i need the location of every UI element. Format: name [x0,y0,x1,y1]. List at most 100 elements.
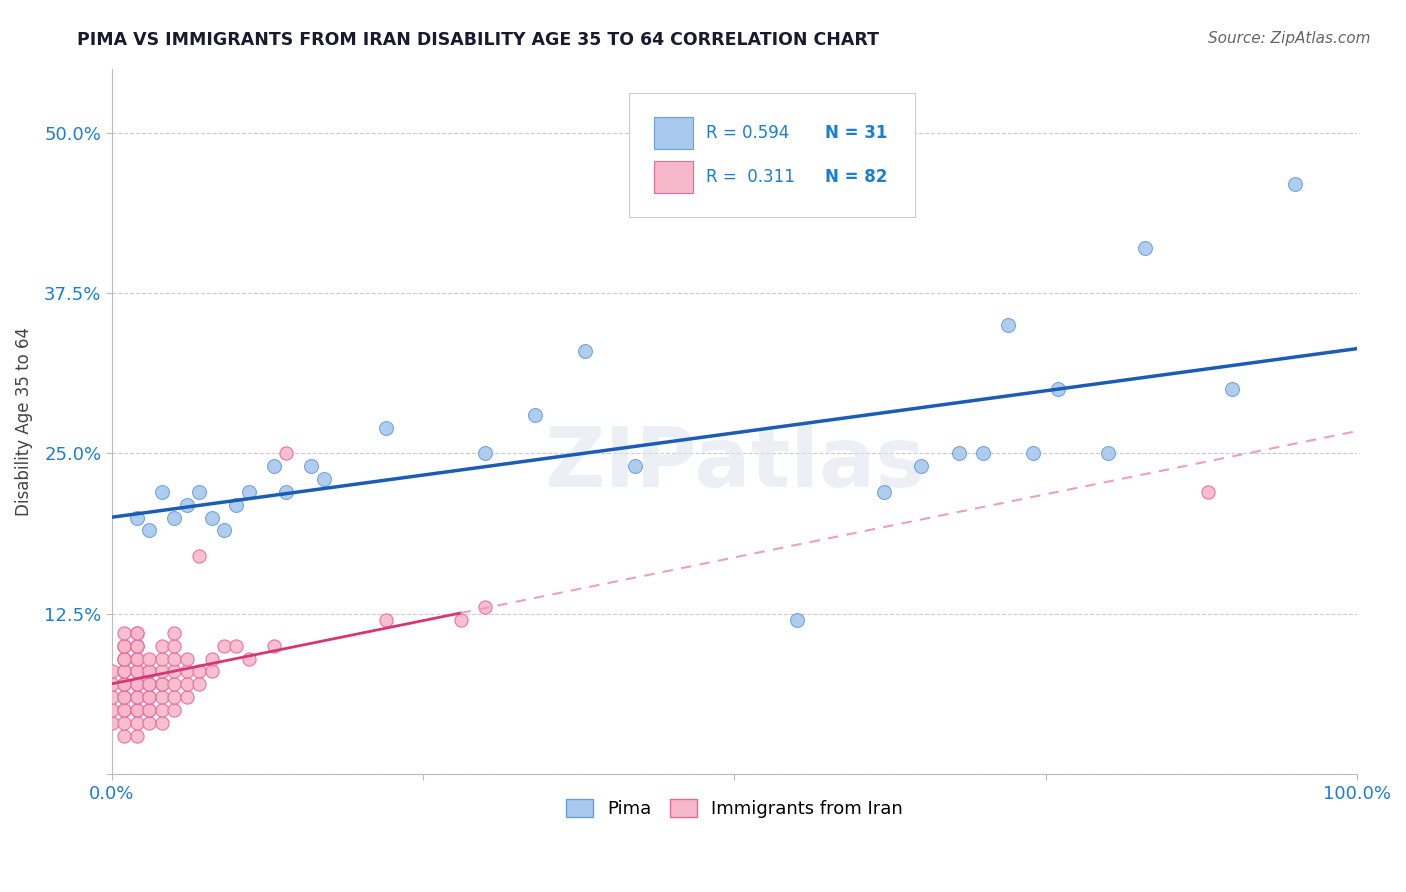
Text: Source: ZipAtlas.com: Source: ZipAtlas.com [1208,31,1371,46]
Point [163,639,186,653]
Point [163,626,186,640]
Point [238,651,260,665]
Point [138,665,160,679]
Point [150,484,173,499]
Point [176,677,198,691]
Point [176,498,198,512]
Point [374,613,396,627]
Text: N = 31: N = 31 [825,124,887,142]
Point [101,665,124,679]
Point [474,446,496,460]
FancyBboxPatch shape [654,161,693,194]
Point [188,677,211,691]
Text: N = 82: N = 82 [825,169,887,186]
Point [1135,241,1157,255]
Point [112,677,135,691]
Point [112,690,135,705]
Point [212,524,235,538]
Point [125,651,148,665]
Point [150,715,173,730]
Text: PIMA VS IMMIGRANTS FROM IRAN DISABILITY AGE 35 TO 64 CORRELATION CHART: PIMA VS IMMIGRANTS FROM IRAN DISABILITY … [77,31,879,49]
Point [125,677,148,691]
Point [101,715,124,730]
Point [112,703,135,717]
Point [125,703,148,717]
Point [138,703,160,717]
Point [125,626,148,640]
Point [276,446,298,460]
Point [112,690,135,705]
Point [910,459,932,474]
Point [200,665,222,679]
Point [125,665,148,679]
Point [150,677,173,691]
Point [112,651,135,665]
Point [299,459,322,474]
Point [112,651,135,665]
Point [101,690,124,705]
Point [972,446,994,460]
Point [150,677,173,691]
Point [624,459,647,474]
Point [138,703,160,717]
Point [176,690,198,705]
Point [1097,446,1119,460]
Point [225,639,247,653]
Text: R = 0.594: R = 0.594 [706,124,789,142]
Point [200,510,222,524]
Point [150,690,173,705]
Point [112,677,135,691]
Point [312,472,335,486]
Point [163,665,186,679]
Point [1022,446,1045,460]
Point [948,446,970,460]
Point [163,677,186,691]
Point [125,729,148,743]
Point [125,651,148,665]
Point [112,665,135,679]
Point [125,639,148,653]
Point [138,677,160,691]
Text: R =  0.311: R = 0.311 [706,169,794,186]
Point [112,703,135,717]
Point [150,651,173,665]
FancyBboxPatch shape [628,94,915,217]
Point [125,690,148,705]
Point [112,715,135,730]
Point [125,715,148,730]
Point [125,639,148,653]
Point [138,690,160,705]
Point [138,715,160,730]
Point [112,639,135,653]
Point [125,665,148,679]
Point [374,421,396,435]
Point [163,651,186,665]
Point [138,524,160,538]
Point [997,318,1019,332]
Point [125,626,148,640]
Point [125,677,148,691]
Point [112,651,135,665]
Point [163,510,186,524]
Point [125,703,148,717]
Point [263,459,285,474]
Point [238,484,260,499]
Point [150,703,173,717]
Point [125,510,148,524]
Point [163,703,186,717]
Point [574,343,596,358]
Point [212,639,235,653]
Point [125,639,148,653]
Point [225,498,247,512]
Point [176,665,198,679]
Point [138,665,160,679]
Point [112,665,135,679]
Point [474,600,496,615]
Point [524,408,547,422]
Point [188,665,211,679]
Point [1047,382,1070,396]
Point [176,651,198,665]
Point [112,639,135,653]
Text: ZIPatlas: ZIPatlas [544,423,925,504]
Point [1197,484,1219,499]
